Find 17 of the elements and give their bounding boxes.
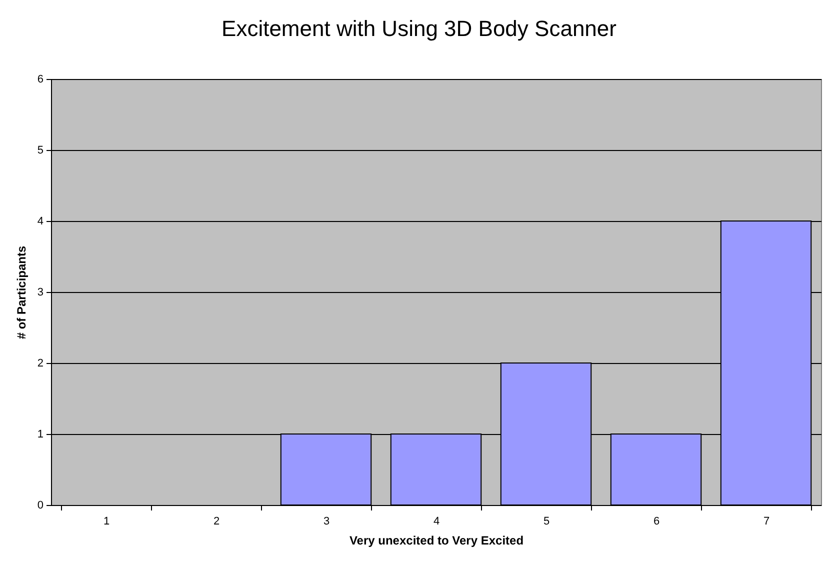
x-tick-label: 7: [763, 516, 770, 528]
y-axis-title: # of Participants: [14, 245, 28, 340]
chart-title: Excitement with Using 3D Body Scanner: [222, 16, 616, 41]
x-tick-label: 1: [103, 516, 110, 528]
y-tick-label: 4: [37, 216, 44, 228]
x-tick-label: 5: [543, 516, 550, 528]
x-tick-label: 2: [213, 516, 220, 528]
y-tick-label: 0: [37, 500, 44, 512]
y-tick-label: 6: [37, 74, 44, 86]
x-tick-label: 6: [653, 516, 660, 528]
y-tick-label: 1: [37, 428, 44, 440]
y-tick-label: 3: [37, 286, 44, 298]
x-tick-label: 4: [433, 516, 440, 528]
y-tick-label: 5: [37, 144, 44, 156]
y-tick-label: 2: [37, 358, 44, 370]
x-axis-title: Very unexcited to Very Excited: [349, 534, 524, 548]
x-tick-label: 3: [323, 516, 330, 528]
